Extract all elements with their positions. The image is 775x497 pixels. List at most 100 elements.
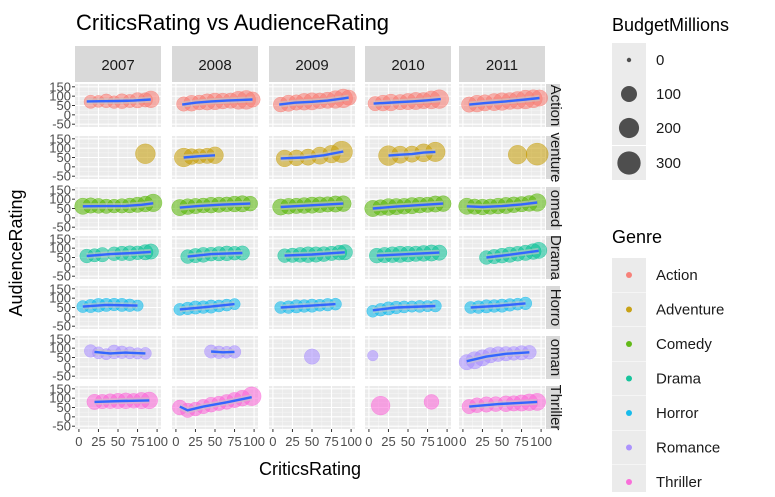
x-tick-label: 100 bbox=[146, 434, 168, 449]
facet-panel-thriller-2011 bbox=[461, 393, 547, 415]
smooth-line bbox=[466, 201, 538, 209]
x-tick-label: 75 bbox=[324, 434, 338, 449]
size-legend-label: 0 bbox=[656, 52, 664, 69]
x-tick-label: 50 bbox=[208, 434, 222, 449]
facet-strip-row bbox=[546, 336, 560, 379]
facet-strip-col bbox=[172, 46, 258, 82]
color-legend-symbol bbox=[626, 272, 632, 278]
y-tick-label: 0 bbox=[64, 107, 71, 122]
y-tick-label: 150 bbox=[49, 231, 71, 246]
x-tick-label: 0 bbox=[172, 434, 179, 449]
facet-strip-row-label: venture bbox=[547, 132, 564, 182]
y-tick-label: 100 bbox=[49, 192, 71, 207]
color-legend-label: Romance bbox=[656, 440, 720, 457]
x-tick-label: 50 bbox=[111, 434, 125, 449]
y-tick-label: 100 bbox=[49, 291, 71, 306]
y-tick-label: 150 bbox=[49, 131, 71, 146]
facet-strip-row-label: omed bbox=[547, 190, 564, 228]
facet-panels: 2007 2008 2009 2010 2011 Action venture omed Dra… bbox=[49, 46, 564, 449]
smooth-line bbox=[372, 202, 444, 210]
facet-strip-row bbox=[546, 236, 560, 279]
facet-panel-drama-2007 bbox=[79, 243, 159, 264]
color-legend-label: Thriller bbox=[656, 474, 702, 491]
facet-panel-comedy-2007 bbox=[74, 193, 163, 215]
y-tick-label: -50 bbox=[52, 117, 71, 132]
color-legend-title: Genre bbox=[612, 227, 662, 247]
color-legend-label: Comedy bbox=[656, 336, 712, 353]
x-tick-label: 50 bbox=[495, 434, 509, 449]
facet-panel-horror-2011 bbox=[464, 296, 533, 314]
x-tick-label: 75 bbox=[420, 434, 434, 449]
size-legend-symbol bbox=[617, 151, 641, 175]
size-legend-symbol bbox=[626, 57, 632, 63]
size-legend-title: BudgetMillions bbox=[612, 15, 729, 35]
y-tick-label: 50 bbox=[57, 201, 71, 216]
smooth-line bbox=[486, 249, 539, 259]
facet-panel-romance-2008 bbox=[204, 344, 242, 359]
y-tick-label: 0 bbox=[64, 359, 71, 374]
size-legend-label: 100 bbox=[656, 86, 681, 103]
facet-strip-row-label: Action bbox=[547, 85, 564, 127]
data-point bbox=[525, 142, 549, 166]
facet-strip-col-label: 2008 bbox=[198, 57, 231, 74]
facet-panel-action-2008 bbox=[176, 90, 261, 112]
x-tick-label: 0 bbox=[365, 434, 372, 449]
smooth-line bbox=[376, 251, 440, 257]
facet-panel-adventure-2008 bbox=[174, 146, 224, 168]
x-tick-label: 75 bbox=[130, 434, 144, 449]
smooth-line bbox=[187, 251, 243, 258]
facet-panel-action-2009 bbox=[273, 88, 357, 113]
x-tick-label: 0 bbox=[269, 434, 276, 449]
x-tick-label: 0 bbox=[459, 434, 466, 449]
smooth-line bbox=[280, 202, 344, 209]
size-legend-label: 200 bbox=[656, 120, 681, 137]
y-tick-label: 150 bbox=[49, 79, 71, 94]
y-tick-label: 150 bbox=[49, 381, 71, 396]
color-legend-symbol bbox=[626, 410, 632, 416]
y-tick-label: -50 bbox=[52, 319, 71, 334]
color-legend-symbol bbox=[626, 341, 632, 347]
smooth-line bbox=[86, 98, 151, 103]
x-tick-label: 75 bbox=[227, 434, 241, 449]
facet-strip-col-label: 2010 bbox=[391, 57, 424, 74]
x-tick-label: 25 bbox=[475, 434, 489, 449]
facet-panel-romance-2011 bbox=[458, 345, 537, 371]
y-tick-label: 0 bbox=[64, 210, 71, 225]
y-tick-label: 0 bbox=[64, 409, 71, 424]
y-tick-label: 150 bbox=[49, 281, 71, 296]
color-legend-symbol bbox=[626, 306, 632, 313]
x-axis-label: CriticsRating bbox=[259, 459, 361, 479]
smooth-line bbox=[469, 400, 538, 408]
size-legend-symbol bbox=[618, 117, 640, 139]
y-tick-label: 50 bbox=[57, 350, 71, 365]
smooth-line bbox=[280, 150, 344, 160]
y-tick-label: 100 bbox=[49, 241, 71, 256]
smooth-line bbox=[183, 154, 216, 159]
y-tick-label: -50 bbox=[52, 369, 71, 384]
facet-panel-action-2010 bbox=[367, 89, 449, 112]
facet-panel-action-2011 bbox=[461, 89, 548, 113]
facet-panel-thriller-2010 bbox=[371, 394, 440, 416]
y-tick-label: 50 bbox=[57, 400, 71, 415]
facet-panel-thriller-2007 bbox=[86, 391, 158, 410]
legend: BudgetMillions 0 100 200 300 Genre Action Adven… bbox=[612, 15, 729, 497]
facet-strip-row bbox=[546, 386, 560, 429]
data-point bbox=[367, 350, 379, 362]
x-tick-label: 25 bbox=[285, 434, 299, 449]
facet-strip-col bbox=[365, 46, 451, 82]
facet-panel-adventure-2007 bbox=[135, 143, 156, 164]
y-tick-label: 150 bbox=[49, 182, 71, 197]
facet-strip-row-label: oman bbox=[547, 339, 564, 377]
smooth-line bbox=[373, 97, 441, 105]
facet-strip-col-label: 2011 bbox=[486, 57, 518, 74]
facet-panel-comedy-2010 bbox=[364, 195, 452, 217]
smooth-line bbox=[279, 96, 349, 106]
color-legend-label: Action bbox=[656, 267, 698, 284]
facet-strip-row bbox=[546, 84, 560, 127]
color-legend-symbol bbox=[626, 375, 632, 382]
smooth-line bbox=[179, 202, 251, 209]
x-tick-label: 50 bbox=[305, 434, 319, 449]
chart-title: CriticsRating vs AudienceRating bbox=[76, 10, 389, 35]
smooth-line bbox=[179, 302, 235, 311]
